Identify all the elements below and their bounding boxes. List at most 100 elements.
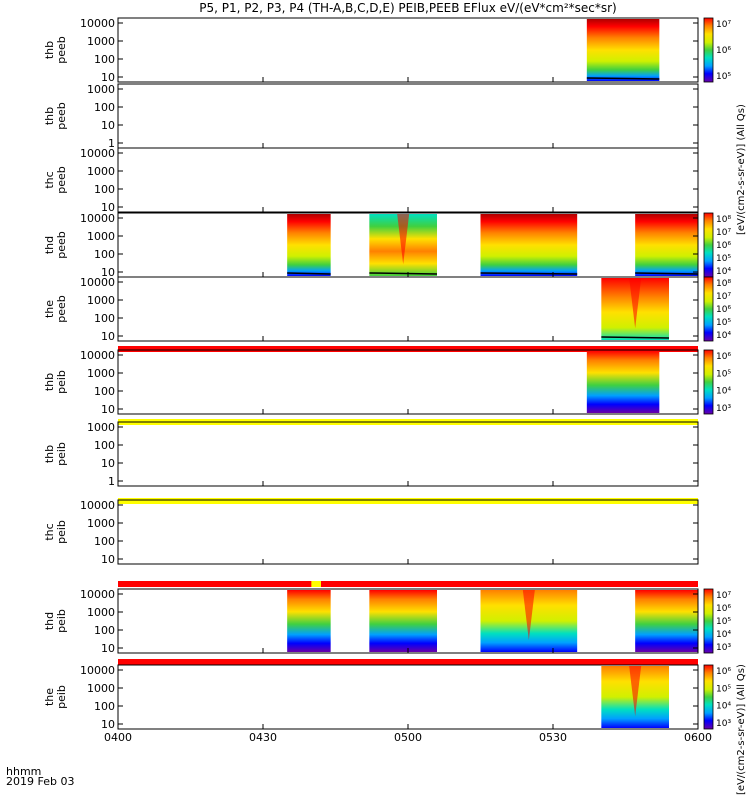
- panel-label: thb: [43, 41, 56, 59]
- units-label-lower: [eV/(cm2-s-sr-eV)] (All Qs): [736, 664, 747, 795]
- colorbar: [703, 588, 714, 654]
- y-tick-label: 1000: [87, 35, 115, 48]
- y-tick-label: 100: [94, 700, 115, 713]
- spectrogram-block: [287, 590, 331, 652]
- panel-label: peib: [55, 609, 68, 633]
- y-tick-label: 100: [94, 535, 115, 548]
- panel-label: peib: [55, 520, 68, 544]
- colorbar-tick-label: 10⁴: [716, 702, 731, 712]
- y-tick-label: 1000: [87, 165, 115, 178]
- time-axis-label: hhmm: [6, 765, 42, 778]
- panel-label: the: [43, 688, 56, 706]
- panel-label: thb: [43, 107, 56, 125]
- panel-label: thc: [43, 523, 56, 540]
- colorbar: [703, 349, 714, 415]
- colorbar-tick-label: 10⁵: [716, 369, 731, 379]
- colorbar-tick-label: 10⁶: [716, 667, 731, 677]
- y-tick-label: 10: [101, 266, 115, 279]
- y-tick-label: 1000: [87, 517, 115, 530]
- y-tick-label: 1000: [87, 83, 115, 96]
- colorbar-tick-label: 10³: [716, 643, 731, 653]
- y-tick-label: 100: [94, 183, 115, 196]
- colorbar-tick-label: 10⁸: [716, 279, 731, 289]
- y-tick-label: 1000: [87, 230, 115, 243]
- x-tick-label: 0430: [249, 731, 277, 744]
- flag-bar: [118, 498, 698, 504]
- y-tick-label: 10: [101, 642, 115, 655]
- y-tick-label: 100: [94, 101, 115, 114]
- panel-frame: [117, 147, 699, 213]
- spectrogram-feature: [522, 590, 535, 641]
- y-tick-label: 1: [108, 475, 115, 488]
- y-tick-label: 100: [94, 439, 115, 452]
- panel-label: peib: [55, 370, 68, 394]
- y-tick-label: 10: [101, 403, 115, 416]
- colorbar: [703, 276, 714, 342]
- y-tick-label: 10000: [80, 147, 115, 160]
- potential-trace: [601, 336, 670, 339]
- panel-label: peib: [55, 442, 68, 466]
- y-tick-label: 10: [101, 457, 115, 470]
- flag-bar: [118, 346, 698, 352]
- panel-label: peeb: [55, 166, 68, 194]
- colorbar-tick-label: 10⁵: [716, 684, 731, 694]
- panel-label: thb: [43, 445, 56, 463]
- colorbar-tick-label: 10⁷: [716, 20, 731, 30]
- panel-label: peib: [55, 685, 68, 709]
- spectrogram-feature: [629, 666, 642, 717]
- y-tick-label: 10: [101, 330, 115, 343]
- panel-label: peeb: [55, 231, 68, 259]
- y-tick-label: 10: [101, 201, 115, 214]
- spectrogram-feature: [397, 214, 410, 265]
- y-tick-label: 10: [101, 718, 115, 731]
- potential-trace: [480, 272, 578, 275]
- panel-frame: [117, 421, 699, 487]
- potential-trace: [369, 272, 438, 275]
- y-tick-label: 100: [94, 624, 115, 637]
- panel-label: peeb: [55, 102, 68, 130]
- y-tick-label: 10000: [80, 349, 115, 362]
- colorbar: [703, 212, 714, 278]
- y-tick-label: 100: [94, 248, 115, 261]
- y-tick-label: 10: [101, 71, 115, 84]
- y-tick-label: 1000: [87, 294, 115, 307]
- y-tick-label: 1000: [87, 421, 115, 434]
- colorbar-tick-label: 10³: [716, 404, 731, 414]
- y-tick-label: 1000: [87, 682, 115, 695]
- spectrogram-block: [586, 351, 660, 413]
- units-label-upper: [eV/(cm2-s-sr-eV)] (All Qs): [736, 104, 747, 235]
- y-tick-label: 1: [108, 137, 115, 150]
- x-tick-label: 0530: [539, 731, 567, 744]
- potential-trace: [287, 272, 331, 275]
- colorbar-tick-label: 10⁴: [716, 267, 731, 277]
- y-tick-label: 10: [101, 119, 115, 132]
- flag-bar: [118, 581, 698, 587]
- y-tick-label: 10000: [80, 499, 115, 512]
- colorbar: [703, 664, 714, 730]
- y-tick-label: 10000: [80, 664, 115, 677]
- panel-label: peeb: [55, 36, 68, 64]
- colorbar-tick-label: 10⁵: [716, 318, 731, 328]
- panel-frame: [117, 83, 699, 149]
- x-tick-label: 0400: [104, 731, 132, 744]
- x-tick-label: 0600: [684, 731, 712, 744]
- colorbar-tick-label: 10⁷: [716, 591, 731, 601]
- y-tick-label: 1000: [87, 606, 115, 619]
- colorbar-tick-label: 10⁶: [716, 241, 731, 251]
- colorbar-tick-label: 10³: [716, 719, 731, 729]
- colorbar-tick-label: 10⁸: [716, 215, 731, 225]
- x-tick-label: 0500: [394, 731, 422, 744]
- panel-label: thd: [43, 236, 56, 254]
- colorbar-tick-label: 10⁶: [716, 352, 731, 362]
- panel-label: thd: [43, 612, 56, 630]
- panel-label: thc: [43, 171, 56, 188]
- spectrogram-block: [287, 214, 331, 276]
- colorbar-tick-label: 10⁵: [716, 72, 731, 82]
- panel-label: thb: [43, 373, 56, 391]
- panel-frame: [117, 499, 699, 565]
- potential-trace: [586, 77, 660, 80]
- date-label: 2019 Feb 03: [6, 775, 75, 788]
- colorbar-tick-label: 10⁴: [716, 387, 731, 397]
